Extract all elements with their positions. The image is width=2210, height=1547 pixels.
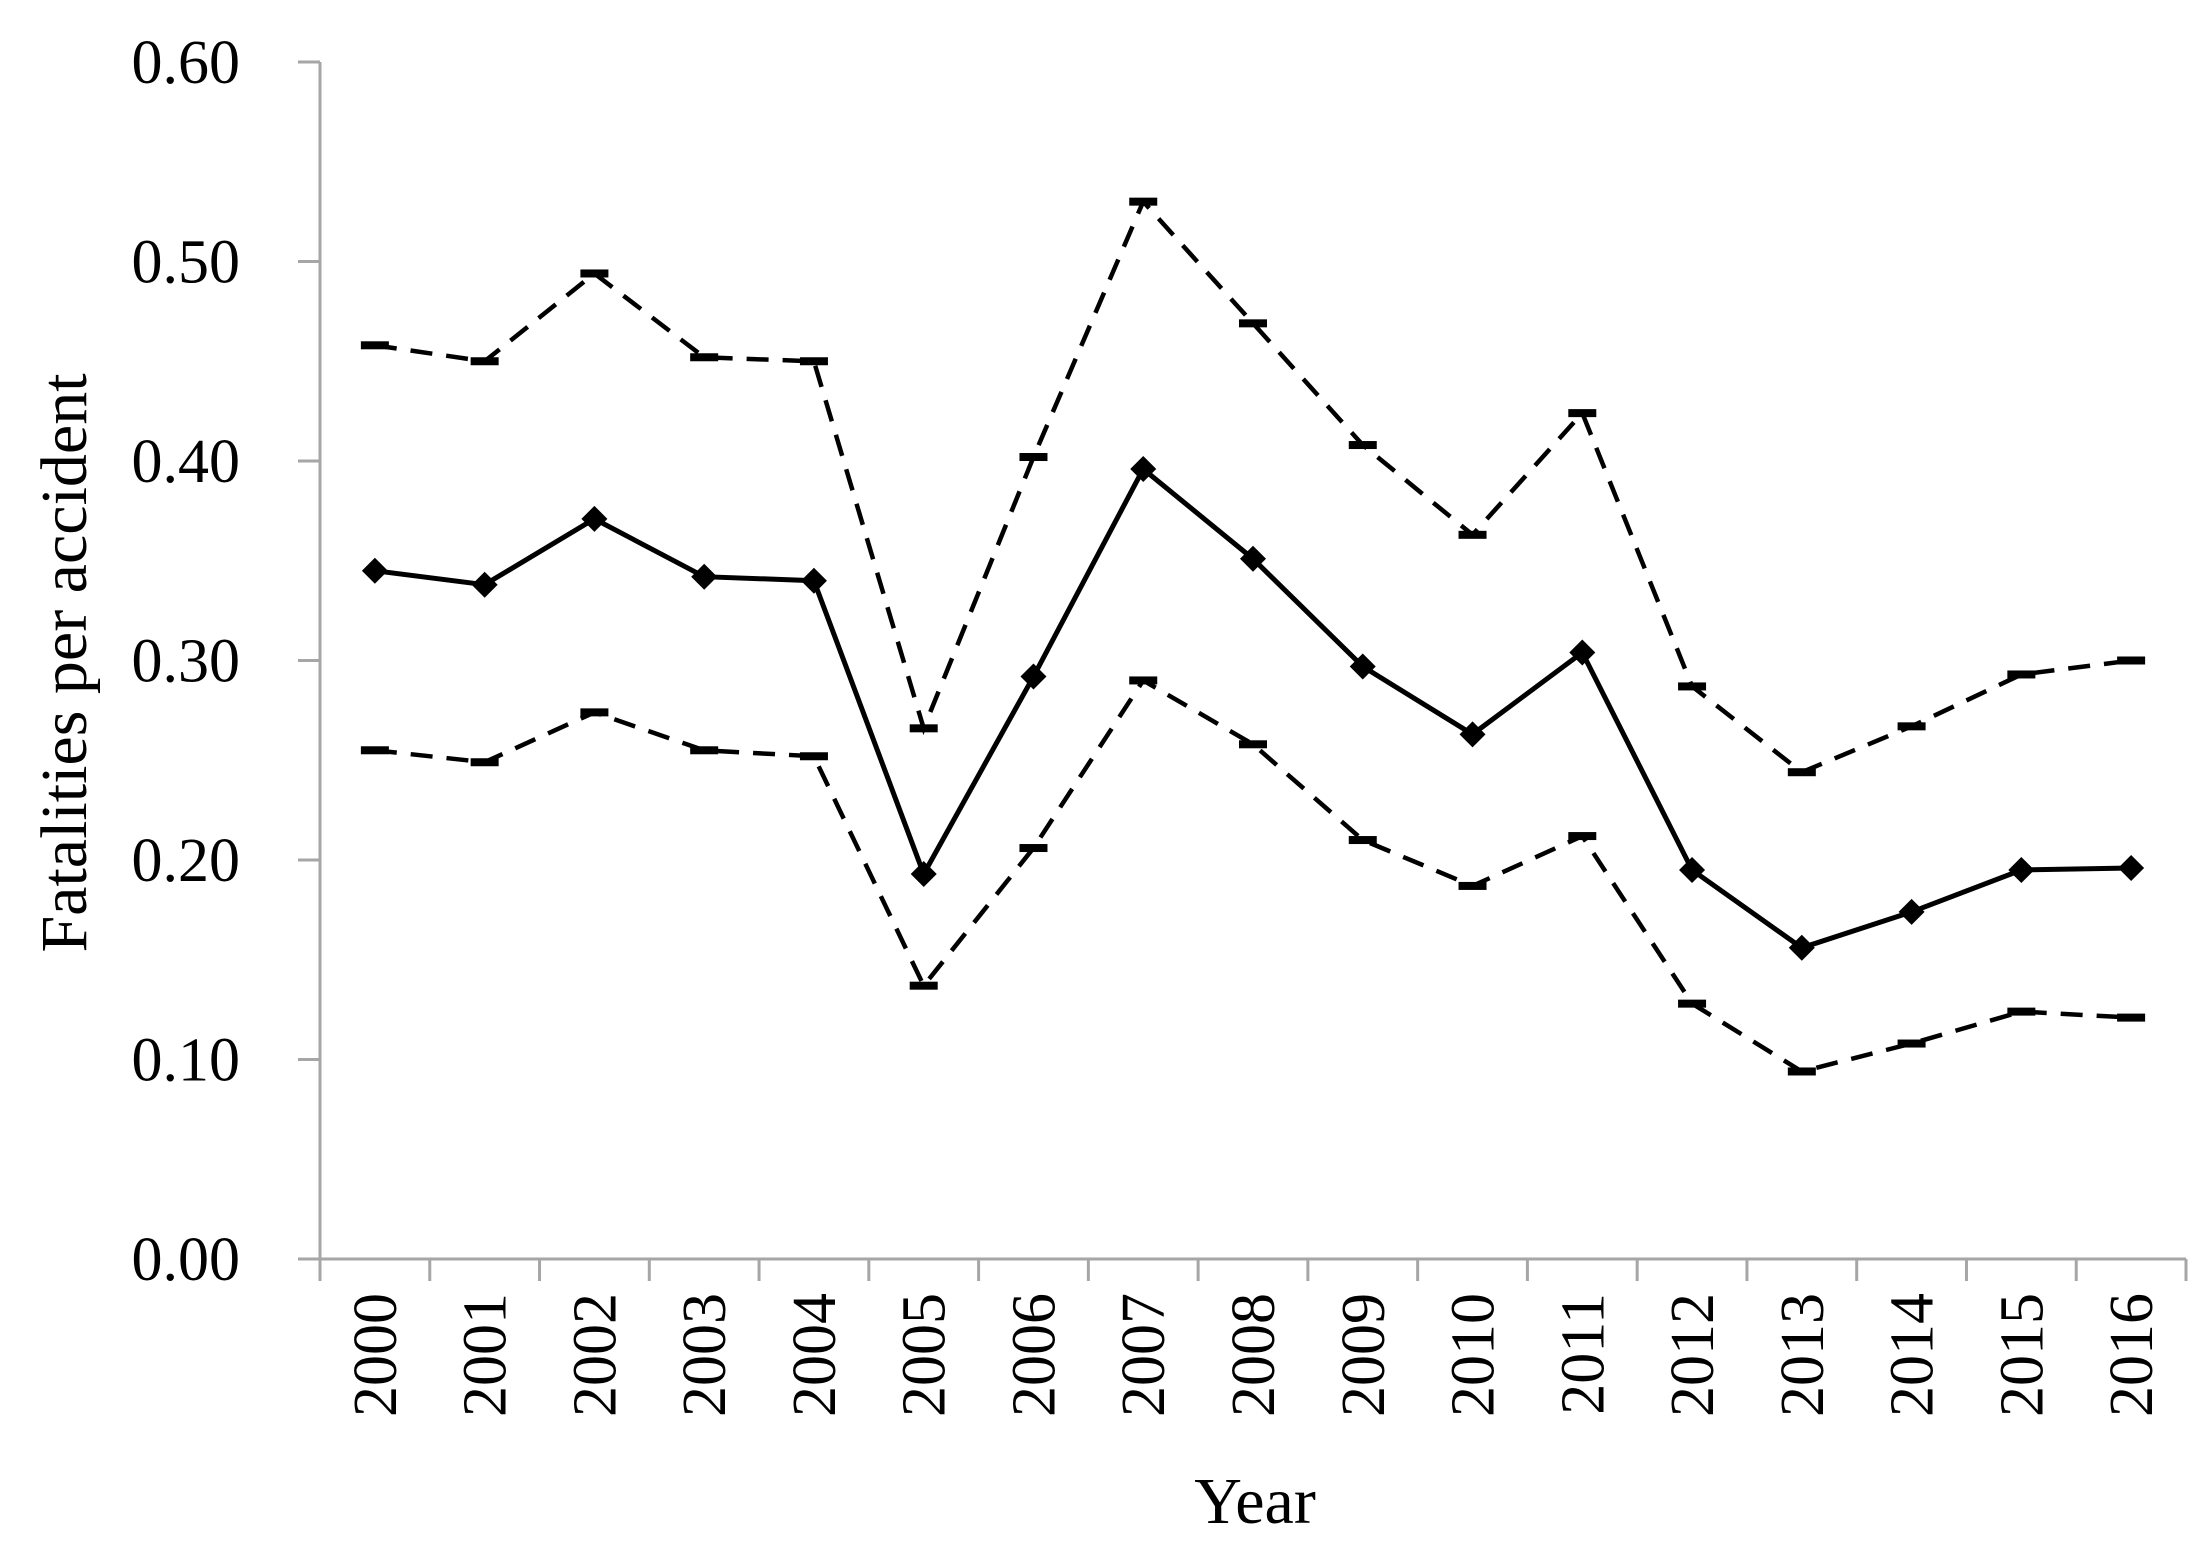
x-tick-label: 2014 [1879, 1293, 1947, 1417]
series-line [374, 197, 2132, 775]
data-point [909, 724, 938, 733]
data-point [800, 567, 827, 594]
data-point [1239, 740, 1267, 749]
x-tick-label: 2007 [1110, 1293, 1178, 1417]
x-tick-label: 2013 [1769, 1293, 1837, 1417]
y-tick-label: 0.10 [132, 1027, 241, 1095]
data-point [1348, 836, 1377, 845]
axes [298, 60, 2188, 1281]
data-point [1130, 455, 1157, 482]
data-point [1020, 663, 1047, 690]
series-2 [360, 676, 2146, 1076]
data-point [690, 353, 719, 362]
data-point [1787, 1067, 1816, 1076]
data-point [799, 752, 828, 761]
data-point [1569, 639, 1596, 666]
x-axis-title: Year [1194, 1465, 1316, 1538]
y-axis-title: Fatalities per accident [28, 373, 101, 952]
x-tick-label: 2016 [2098, 1293, 2166, 1417]
data-point [1568, 832, 1597, 841]
data-point [1240, 545, 1266, 572]
x-tick-label: 2009 [1330, 1293, 1398, 1417]
y-tick-label: 0.00 [132, 1226, 241, 1294]
data-point [1458, 530, 1487, 539]
data-point [1897, 1039, 1926, 1048]
data-point [361, 557, 388, 584]
series-layer [360, 197, 2146, 1076]
x-tick-label: 2002 [561, 1293, 629, 1417]
x-tick-label: 2015 [1988, 1293, 2056, 1417]
x-tick-label: 2011 [1549, 1293, 1617, 1415]
data-point [1897, 722, 1926, 731]
data-point [1898, 898, 1925, 925]
data-point [581, 505, 608, 532]
data-point [580, 708, 609, 717]
x-tick-label: 2005 [891, 1293, 959, 1417]
data-point [690, 746, 719, 755]
data-point [1787, 768, 1816, 777]
x-tick-label: 2012 [1659, 1293, 1727, 1417]
data-point [1019, 844, 1048, 853]
x-tick-label: 2003 [671, 1293, 739, 1417]
data-point [2117, 656, 2146, 665]
data-point [1678, 999, 1707, 1008]
y-tick-label: 0.50 [132, 229, 241, 297]
data-point [2118, 854, 2145, 881]
data-point [910, 860, 937, 887]
data-point [2007, 1007, 2036, 1016]
data-point [2008, 856, 2035, 883]
data-point [1129, 676, 1158, 685]
data-point [1458, 881, 1487, 890]
data-point [1568, 409, 1597, 418]
data-point [580, 269, 609, 278]
y-tick-label: 0.30 [132, 628, 241, 696]
data-point [1678, 682, 1707, 691]
series-line [374, 465, 2132, 951]
data-point [909, 981, 938, 990]
y-tick-label: 0.40 [132, 428, 241, 496]
data-point [360, 341, 389, 350]
data-point [799, 357, 828, 366]
data-point [471, 571, 498, 598]
data-point [1788, 934, 1815, 961]
series-1 [360, 197, 2146, 777]
y-tick-label: 0.60 [132, 29, 241, 97]
data-point [1679, 856, 1706, 883]
labels: 0.00 0.10 0.20 0.30 0.40 0.50 0.60 2000 2001 2002… [132, 29, 2167, 1417]
data-point [470, 758, 499, 767]
data-point [1348, 441, 1377, 450]
data-point [1129, 197, 1158, 206]
x-tick-label: 2001 [452, 1293, 520, 1417]
x-tick-label: 2004 [781, 1293, 849, 1417]
y-tick-label: 0.20 [132, 827, 241, 895]
series-line [374, 677, 2132, 1074]
series-0 [361, 455, 2145, 961]
data-point [1349, 653, 1376, 680]
x-tick-label: 2010 [1440, 1293, 1508, 1417]
data-point [360, 746, 389, 755]
data-point [1239, 319, 1267, 328]
data-point [1459, 721, 1486, 748]
data-point [2117, 1013, 2146, 1022]
data-point [470, 357, 499, 366]
data-point [1019, 453, 1048, 462]
x-tick-label: 2000 [342, 1293, 410, 1417]
data-point [691, 563, 718, 590]
x-tick-label: 2006 [1000, 1293, 1068, 1417]
data-point [2007, 670, 2036, 679]
x-tick-label: 2008 [1220, 1293, 1288, 1417]
